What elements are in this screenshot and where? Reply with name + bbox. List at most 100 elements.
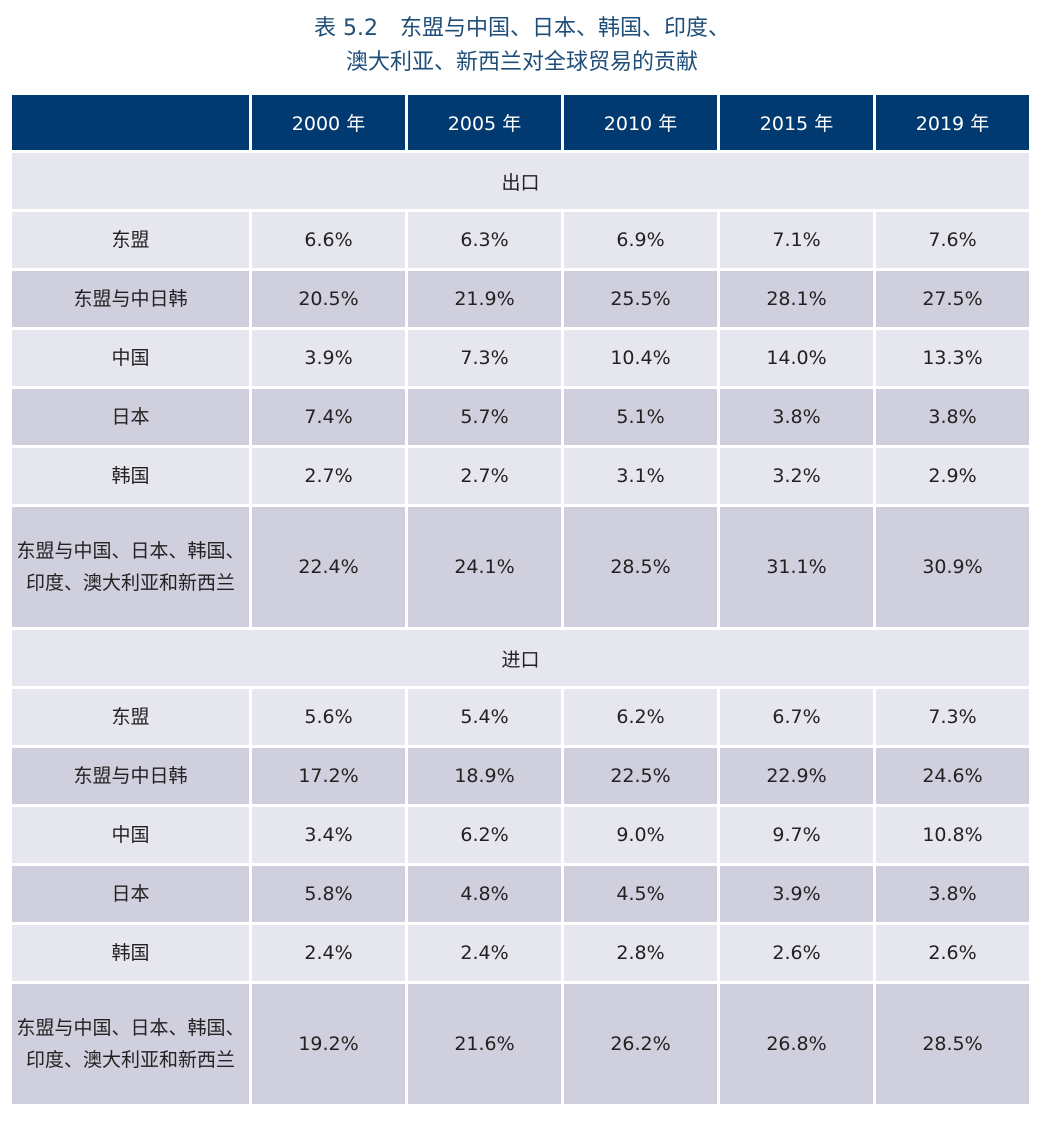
value-cell: 19.2% (252, 984, 405, 1104)
value-cell: 3.4% (252, 807, 405, 863)
table-row: 东盟 5.6% 5.4% 6.2% 6.7% 7.3% (12, 689, 1029, 745)
table-row: 日本 5.8% 4.8% 4.5% 3.9% 3.8% (12, 866, 1029, 922)
value-cell: 20.5% (252, 271, 405, 327)
value-cell: 6.6% (252, 212, 405, 268)
value-cell: 4.8% (408, 866, 561, 922)
value-cell: 9.7% (720, 807, 873, 863)
value-cell: 3.8% (876, 389, 1029, 445)
value-cell: 18.9% (408, 748, 561, 804)
value-cell: 2.7% (408, 448, 561, 504)
section-label: 进口 (12, 630, 1029, 686)
value-cell: 7.3% (876, 689, 1029, 745)
row-label: 中国 (12, 807, 249, 863)
value-cell: 3.2% (720, 448, 873, 504)
table-row: 东盟与中日韩 20.5% 21.9% 25.5% 28.1% 27.5% (12, 271, 1029, 327)
value-cell: 5.1% (564, 389, 717, 445)
header-cell-2005: 2005 年 (408, 95, 561, 150)
value-cell: 21.9% (408, 271, 561, 327)
value-cell: 22.5% (564, 748, 717, 804)
value-cell: 31.1% (720, 507, 873, 627)
section-row: 进口 (12, 630, 1029, 686)
value-cell: 27.5% (876, 271, 1029, 327)
section-label: 出口 (12, 153, 1029, 209)
value-cell: 13.3% (876, 330, 1029, 386)
row-label: 日本 (12, 389, 249, 445)
value-cell: 2.6% (876, 925, 1029, 981)
value-cell: 6.7% (720, 689, 873, 745)
row-label: 东盟 (12, 689, 249, 745)
value-cell: 2.7% (252, 448, 405, 504)
value-cell: 5.6% (252, 689, 405, 745)
row-label: 韩国 (12, 925, 249, 981)
table-title: 表 5.2 东盟与中国、日本、韩国、印度、 澳大利亚、新西兰对全球贸易的贡献 (0, 12, 1044, 80)
value-cell: 26.2% (564, 984, 717, 1104)
value-cell: 6.2% (564, 689, 717, 745)
value-cell: 10.4% (564, 330, 717, 386)
value-cell: 4.5% (564, 866, 717, 922)
value-cell: 28.5% (564, 507, 717, 627)
header-cell-2015: 2015 年 (720, 95, 873, 150)
value-cell: 3.9% (720, 866, 873, 922)
value-cell: 3.1% (564, 448, 717, 504)
value-cell: 6.2% (408, 807, 561, 863)
value-cell: 6.9% (564, 212, 717, 268)
value-cell: 26.8% (720, 984, 873, 1104)
table-header: 2000 年 2005 年 2010 年 2015 年 2019 年 (12, 95, 1029, 150)
value-cell: 9.0% (564, 807, 717, 863)
value-cell: 30.9% (876, 507, 1029, 627)
table-row: 日本 7.4% 5.7% 5.1% 3.8% 3.8% (12, 389, 1029, 445)
header-cell-2010: 2010 年 (564, 95, 717, 150)
table-row: 韩国 2.4% 2.4% 2.8% 2.6% 2.6% (12, 925, 1029, 981)
row-label: 东盟与中日韩 (12, 271, 249, 327)
table-row: 中国 3.9% 7.3% 10.4% 14.0% 13.3% (12, 330, 1029, 386)
value-cell: 5.8% (252, 866, 405, 922)
table-row: 东盟与中国、日本、韩国、印度、澳大利亚和新西兰 22.4% 24.1% 28.5% 31… (12, 507, 1029, 627)
table-title-line-1: 表 5.2 东盟与中国、日本、韩国、印度、 (0, 12, 1044, 46)
table-body: 出口 东盟 6.6% 6.3% 6.9% 7.1% 7.6% 东盟与中日韩 20.5% 21.9%… (12, 153, 1029, 1104)
value-cell: 2.9% (876, 448, 1029, 504)
value-cell: 22.9% (720, 748, 873, 804)
value-cell: 7.4% (252, 389, 405, 445)
trade-contribution-table: 2000 年 2005 年 2010 年 2015 年 2019 年 出口 东盟 6… (9, 92, 1032, 1107)
header-cell-corner (12, 95, 249, 150)
table-row: 韩国 2.7% 2.7% 3.1% 3.2% 2.9% (12, 448, 1029, 504)
header-row: 2000 年 2005 年 2010 年 2015 年 2019 年 (12, 95, 1029, 150)
value-cell: 7.1% (720, 212, 873, 268)
value-cell: 21.6% (408, 984, 561, 1104)
value-cell: 7.3% (408, 330, 561, 386)
row-label: 东盟与中国、日本、韩国、印度、澳大利亚和新西兰 (12, 984, 249, 1104)
value-cell: 2.8% (564, 925, 717, 981)
section-row: 出口 (12, 153, 1029, 209)
row-label: 东盟 (12, 212, 249, 268)
table-row: 东盟与中日韩 17.2% 18.9% 22.5% 22.9% 24.6% (12, 748, 1029, 804)
value-cell: 2.4% (408, 925, 561, 981)
row-label: 日本 (12, 866, 249, 922)
value-cell: 7.6% (876, 212, 1029, 268)
value-cell: 24.6% (876, 748, 1029, 804)
table-title-line-2: 澳大利亚、新西兰对全球贸易的贡献 (0, 46, 1044, 80)
value-cell: 6.3% (408, 212, 561, 268)
value-cell: 5.7% (408, 389, 561, 445)
value-cell: 3.8% (720, 389, 873, 445)
row-label: 韩国 (12, 448, 249, 504)
value-cell: 2.6% (720, 925, 873, 981)
value-cell: 25.5% (564, 271, 717, 327)
value-cell: 17.2% (252, 748, 405, 804)
value-cell: 28.1% (720, 271, 873, 327)
value-cell: 10.8% (876, 807, 1029, 863)
row-label: 中国 (12, 330, 249, 386)
value-cell: 3.9% (252, 330, 405, 386)
value-cell: 24.1% (408, 507, 561, 627)
value-cell: 28.5% (876, 984, 1029, 1104)
header-cell-2000: 2000 年 (252, 95, 405, 150)
value-cell: 22.4% (252, 507, 405, 627)
table-row: 东盟与中国、日本、韩国、印度、澳大利亚和新西兰 19.2% 21.6% 26.2% 26… (12, 984, 1029, 1104)
row-label: 东盟与中日韩 (12, 748, 249, 804)
row-label: 东盟与中国、日本、韩国、印度、澳大利亚和新西兰 (12, 507, 249, 627)
value-cell: 2.4% (252, 925, 405, 981)
table-row: 东盟 6.6% 6.3% 6.9% 7.1% 7.6% (12, 212, 1029, 268)
value-cell: 3.8% (876, 866, 1029, 922)
value-cell: 14.0% (720, 330, 873, 386)
table-row: 中国 3.4% 6.2% 9.0% 9.7% 10.8% (12, 807, 1029, 863)
value-cell: 5.4% (408, 689, 561, 745)
